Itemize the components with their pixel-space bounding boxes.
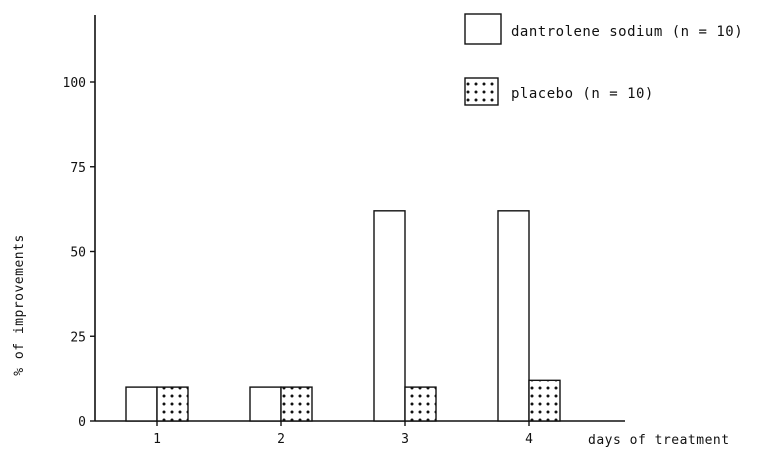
legend: dantrolene sodium (n = 10) placebo (n = … — [464, 13, 743, 106]
bar-placebo-day-1 — [156, 386, 189, 422]
axes — [94, 15, 625, 422]
bar-placebo-day-4 — [528, 379, 561, 422]
legend-label-placebo: placebo (n = 10) — [511, 86, 654, 102]
y-tick-label: 100 — [63, 76, 86, 91]
bar-dantrolene-day-2 — [249, 386, 282, 422]
bar-dantrolene-day-4 — [497, 210, 530, 422]
x-tick-label: 3 — [401, 432, 409, 447]
bar-dantrolene-day-1 — [125, 386, 158, 422]
bars — [125, 210, 561, 422]
bar-dantrolene-day-3 — [373, 210, 406, 422]
y-ticks: 0 25 50 75 100 — [63, 76, 95, 430]
legend-swatch-dantrolene — [464, 13, 502, 45]
x-axis-title: days of treatment — [588, 433, 730, 448]
y-tick-label: 25 — [70, 330, 86, 345]
y-tick-label: 75 — [70, 161, 86, 176]
bar-placebo-day-3 — [404, 386, 437, 422]
bar-placebo-day-2 — [280, 386, 313, 422]
x-ticks: 1 2 3 4 — [153, 421, 533, 447]
legend-swatch-placebo — [464, 77, 499, 106]
y-tick-label: 50 — [70, 246, 86, 261]
x-tick-label: 4 — [525, 432, 533, 447]
legend-label-dantrolene: dantrolene sodium (n = 10) — [511, 24, 743, 40]
x-tick-label: 1 — [153, 432, 161, 447]
y-tick-label: 0 — [78, 415, 86, 430]
y-axis-title: % of improvements — [12, 234, 27, 376]
x-tick-label: 2 — [277, 432, 285, 447]
